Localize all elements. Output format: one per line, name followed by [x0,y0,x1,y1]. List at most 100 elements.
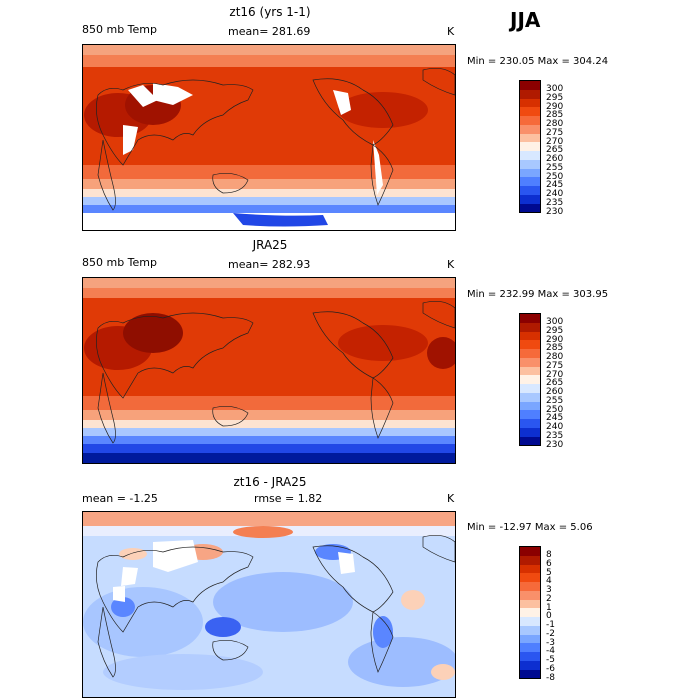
colorbar-tick: 275 [546,127,564,138]
colorbar-cell [520,203,540,213]
colorbar-tick: 265 [546,378,564,389]
colorbar-tick: 295 [546,325,564,336]
colorbar-cell [520,392,540,402]
colorbar-cell [520,419,540,428]
unit-label: K [447,25,455,38]
colorbar-cell [520,660,540,670]
colorbar-cell [520,582,540,591]
colorbar-tick: 285 [546,343,564,354]
colorbar-tick: 280 [546,119,564,129]
colorbar-tick: 4 [546,576,552,587]
unit-label: K [447,258,455,271]
colorbar [519,80,541,213]
variable-label: 850 mb Temp [82,256,158,269]
colorbar-tick: -1 [546,620,555,630]
unit-label: K [447,492,455,505]
colorbar-tick: 235 [546,197,564,208]
colorbar-cell [520,314,540,323]
colorbar-cell [520,427,540,437]
colorbar-cell [520,555,540,565]
colorbar-cell [520,116,540,125]
colorbar-tick: 285 [546,110,564,121]
colorbar-cell [520,331,540,341]
colorbar-tick: 260 [546,154,564,164]
mean-label: mean= 281.69 [228,25,311,38]
colorbar-cell [520,89,540,99]
colorbar-tick: -3 [546,637,555,648]
colorbar-cell [520,357,540,367]
colorbar-cell [520,98,540,108]
colorbar-cell [520,669,540,679]
colorbar-cell [520,159,540,169]
colorbar-tick: 5 [546,567,552,578]
colorbar-cell [520,608,540,617]
temperature-map [82,44,456,231]
colorbar-tick: 0 [546,611,552,622]
colorbar-ticks: 8 6 5 4 3 2 1 0 -1 -2 -3 -4 -5 -6 -8 [546,551,555,682]
colorbar-tick: 290 [546,101,564,112]
min-max-label: Min = -12.97 Max = 5.06 [467,522,593,533]
colorbar-cell [520,643,540,652]
colorbar-cell [520,151,540,160]
colorbar-tick: 295 [546,92,564,103]
colorbar-cell [520,375,540,384]
colorbar-ticks: 300 295 290 285 280 275 270 265 260 255 … [546,85,563,216]
colorbar-cell [520,142,540,151]
colorbar-cell [520,547,540,556]
colorbar-cell [520,652,540,661]
colorbar-cell [520,107,540,116]
colorbar [519,313,541,446]
colorbar-tick: 245 [546,413,564,424]
colorbar-cell [520,168,540,178]
colorbar-tick: -5 [546,655,555,665]
colorbar-tick: 300 [546,317,564,327]
difference-map [82,511,456,698]
min-max-label: Min = 230.05 Max = 304.24 [467,56,609,67]
colorbar-cell [520,634,540,644]
colorbar-tick: -8 [546,672,555,683]
colorbar-cell [520,133,540,143]
colorbar-tick: 8 [546,550,552,560]
colorbar-tick: 2 [546,593,552,604]
colorbar-cell [520,340,540,349]
colorbar-tick: 230 [546,206,564,217]
mean-label: mean = -1.25 [82,492,158,505]
season-label: JJA [510,8,541,32]
panel-title: JRA25 [252,238,288,252]
colorbar-cell [520,366,540,376]
colorbar-cell [520,625,540,635]
colorbar-cell [520,599,540,609]
colorbar-cell [520,401,540,411]
colorbar-tick: 280 [546,352,564,362]
colorbar-cell [520,194,540,204]
colorbar-tick: 6 [546,558,552,569]
colorbar-tick: 250 [546,171,564,182]
temperature-map [82,277,456,464]
colorbar-tick: 230 [546,439,564,450]
colorbar-cell [520,573,540,582]
colorbar-tick: 290 [546,334,564,345]
colorbar-cell [520,177,540,186]
variable-label: 850 mb Temp [82,23,158,36]
colorbar-tick: 245 [546,180,564,191]
colorbar-tick: 240 [546,189,564,199]
colorbar-cell [520,186,540,195]
colorbar-cell [520,436,540,446]
colorbar-cell [520,564,540,574]
colorbar-cell [520,322,540,332]
colorbar-cell [520,590,540,600]
colorbar-cell [520,124,540,134]
colorbar-tick: 255 [546,395,564,406]
colorbar-tick: 270 [546,136,564,147]
rmse-label: rmse = 1.82 [254,492,323,505]
colorbar-tick: 300 [546,84,564,94]
colorbar-tick: -4 [546,646,555,657]
colorbar-tick: 265 [546,145,564,156]
colorbar-tick: 260 [546,387,564,397]
colorbar-tick: 235 [546,430,564,441]
colorbar-tick: 3 [546,585,552,595]
mean-label: mean= 282.93 [228,258,311,271]
colorbar-cell [520,384,540,393]
panel-title: zt16 - JRA25 [233,475,307,489]
colorbar-tick: 270 [546,369,564,380]
